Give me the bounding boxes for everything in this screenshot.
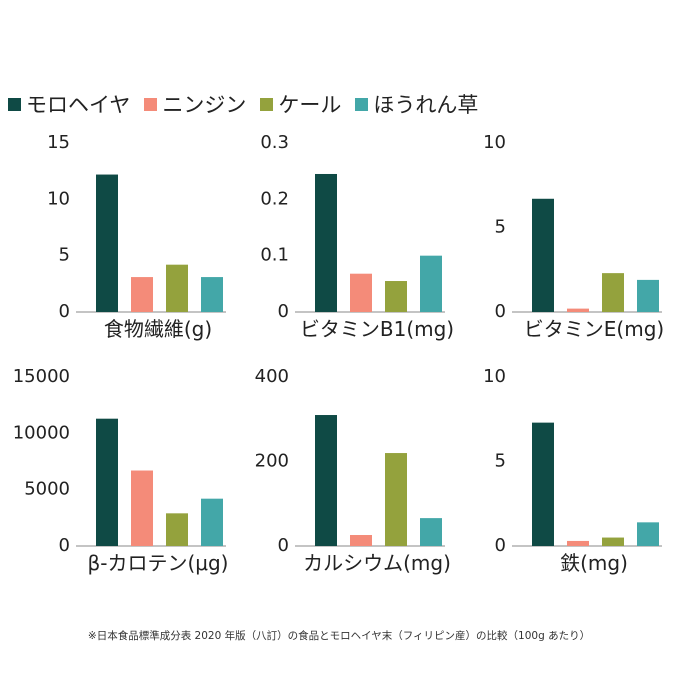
bar-ninjin [350,535,372,546]
bar-kale [602,537,624,546]
y-tick-label: 400 [255,366,289,387]
bar-kale [385,453,407,546]
y-tick-label: 0.3 [260,132,289,153]
chart-title: 鉄(mg) [560,551,628,575]
legend-item-ninjin: ニンジン [144,89,246,119]
chart-title: β-カロテン(μg) [87,551,228,575]
y-tick-label: 0.2 [260,188,289,209]
y-tick-label: 5 [495,451,506,472]
bar-kale [166,513,188,546]
legend-item-spinach: ほうれん草 [355,89,478,119]
chart-panel: 0.3 0.2 0.1 0 ビタミンB1(mg) [260,132,454,341]
y-tick-label: 5 [495,217,506,238]
bar-ninjin [350,273,372,312]
y-tick-label: 0.1 [260,245,289,266]
y-tick-label: 0 [59,535,70,556]
legend-item-moroheiya: モロヘイヤ [8,89,130,119]
legend-label: ニンジン [162,93,247,117]
chart-title: カルシウム(mg) [303,551,451,575]
y-tick-label: 10 [483,132,506,153]
bar-spinach [637,522,659,546]
y-tick-label: 10 [483,366,506,387]
chart-title: ビタミンE(mg) [524,317,664,341]
legend: モロヘイヤ ニンジン ケール ほうれん草 [8,90,492,118]
bar-moroheiya [315,415,337,546]
chart-panel: 10 5 0 ビタミンE(mg) [483,132,664,341]
bar-spinach [637,279,659,312]
bar-kale [602,273,624,312]
chart-panel: 10 5 0 鉄(mg) [483,366,662,575]
legend-swatch [8,97,21,111]
chart-title: ビタミンB1(mg) [300,317,454,341]
y-tick-label: 0 [278,535,289,556]
chart-title: 食物繊維(g) [104,317,212,341]
y-tick-label: 5000 [24,479,70,500]
bar-spinach [420,255,442,312]
legend-label: ケール [278,93,342,117]
bar-moroheiya [96,174,118,312]
legend-label: モロヘイヤ [26,93,131,117]
bar-spinach [201,277,223,312]
chart-panel: 15 10 5 0 食物繊維(g) [47,132,226,341]
legend-swatch [144,97,158,111]
bar-ninjin [131,470,153,546]
legend-swatch [355,97,369,111]
y-tick-label: 0 [59,301,70,322]
chart-panel: 15000 10000 5000 0 β-カロテン(μg) [13,366,229,575]
chart-panel: 400 200 0 カルシウム(mg) [255,366,451,575]
legend-item-kale: ケール [260,89,341,119]
y-tick-label: 10 [47,188,70,209]
bar-moroheiya [532,198,554,312]
y-tick-label: 200 [255,451,289,472]
footnote: ※日本食品標準成分表 2020 年版（八訂）の食品とモロヘイヤ末（フィリピン産）… [87,630,591,642]
y-tick-label: 15000 [13,366,70,387]
legend-label: ほうれん草 [373,93,479,117]
bar-spinach [420,518,442,546]
legend-swatch [260,97,274,111]
bar-ninjin [567,308,589,312]
bar-ninjin [567,540,589,546]
y-tick-label: 5 [59,245,70,266]
y-tick-label: 0 [495,535,506,556]
bar-moroheiya [315,173,337,312]
y-tick-label: 0 [278,301,289,322]
bar-moroheiya [96,418,118,546]
bar-kale [385,281,407,312]
bar-spinach [201,498,223,546]
bar-kale [166,264,188,312]
y-tick-label: 15 [47,132,70,153]
y-tick-label: 0 [495,301,506,322]
bar-ninjin [131,277,153,312]
y-tick-label: 10000 [13,422,70,443]
bar-moroheiya [532,422,554,546]
